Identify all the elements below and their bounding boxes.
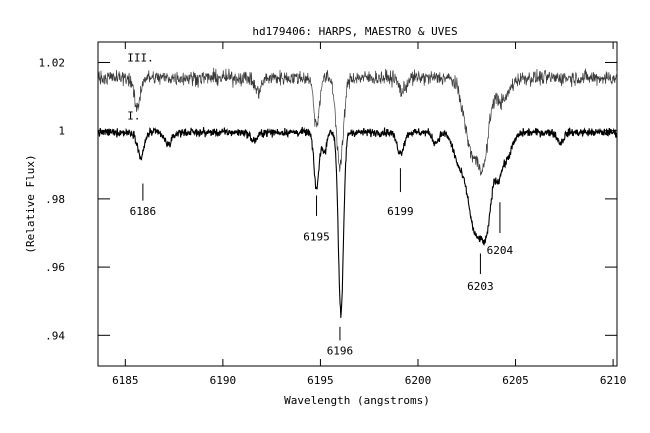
y-tick-label: .94 — [45, 329, 65, 342]
x-tick-label: 6205 — [502, 374, 529, 387]
plot-frame — [97, 41, 618, 367]
x-tick-label: 6210 — [600, 374, 627, 387]
line-marker-label: 6186 — [130, 205, 157, 218]
x-tick-label: 6195 — [307, 374, 334, 387]
line-marker-label: 6195 — [303, 230, 330, 243]
line-marker-label: 6199 — [387, 205, 414, 218]
x-tick-label: 6190 — [210, 374, 237, 387]
x-tick-label: 6200 — [405, 374, 432, 387]
series-label: I. — [127, 109, 140, 122]
y-tick-label: 1.02 — [39, 56, 66, 69]
y-axis-label: (Relative Flux) — [24, 154, 37, 253]
series-layer — [97, 67, 618, 318]
y-tick-label: .98 — [45, 193, 65, 206]
x-tick-label: 6185 — [112, 374, 139, 387]
y-tick-label: 1 — [58, 125, 65, 138]
spectrum-series-2 — [97, 67, 618, 176]
chart-title: hd179406: HARPS, MAESTRO & UVES — [252, 25, 457, 38]
axis-ticks: 6185 6190 6195 6200 6205 6210 .94 .96 .98 1 1.02 — [39, 42, 627, 387]
line-marker-label: 6203 — [467, 280, 494, 293]
series-label: III. — [127, 51, 153, 64]
line-marker-label: 6196 — [327, 345, 354, 358]
spectrum-series-1 — [97, 126, 618, 318]
line-marker-label: 6204 — [487, 244, 514, 257]
annotations-layer: 6186 6195 6196 6199 6203 6204 III. I. — [127, 51, 513, 357]
x-axis-label: Wavelength (angstroms) — [284, 394, 430, 407]
y-tick-label: .96 — [45, 261, 65, 274]
